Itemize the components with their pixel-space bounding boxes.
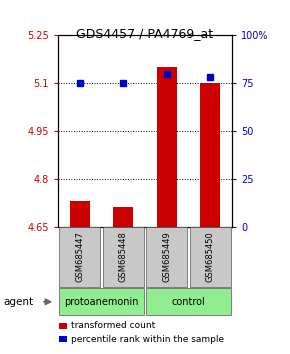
Text: GSM685447: GSM685447	[75, 231, 84, 282]
Text: percentile rank within the sample: percentile rank within the sample	[71, 335, 224, 344]
Bar	[113, 207, 133, 227]
Text: protoanemonin: protoanemonin	[64, 297, 139, 307]
Bar	[190, 227, 231, 287]
Text: transformed count: transformed count	[71, 321, 155, 330]
Bar	[146, 288, 231, 315]
Text: GSM685449: GSM685449	[162, 231, 171, 282]
Text: GSM685450: GSM685450	[206, 231, 215, 282]
Bar	[157, 67, 177, 227]
Bar	[59, 323, 67, 329]
Bar	[59, 227, 100, 287]
Text: control: control	[172, 297, 205, 307]
Bar	[59, 288, 144, 315]
Bar	[200, 83, 220, 227]
Bar	[59, 336, 67, 342]
Bar	[70, 201, 90, 227]
Bar	[103, 227, 144, 287]
Bar	[146, 227, 187, 287]
Text: GSM685448: GSM685448	[119, 231, 128, 282]
Text: GDS4457 / PA4769_at: GDS4457 / PA4769_at	[77, 27, 213, 40]
Text: agent: agent	[3, 297, 33, 307]
